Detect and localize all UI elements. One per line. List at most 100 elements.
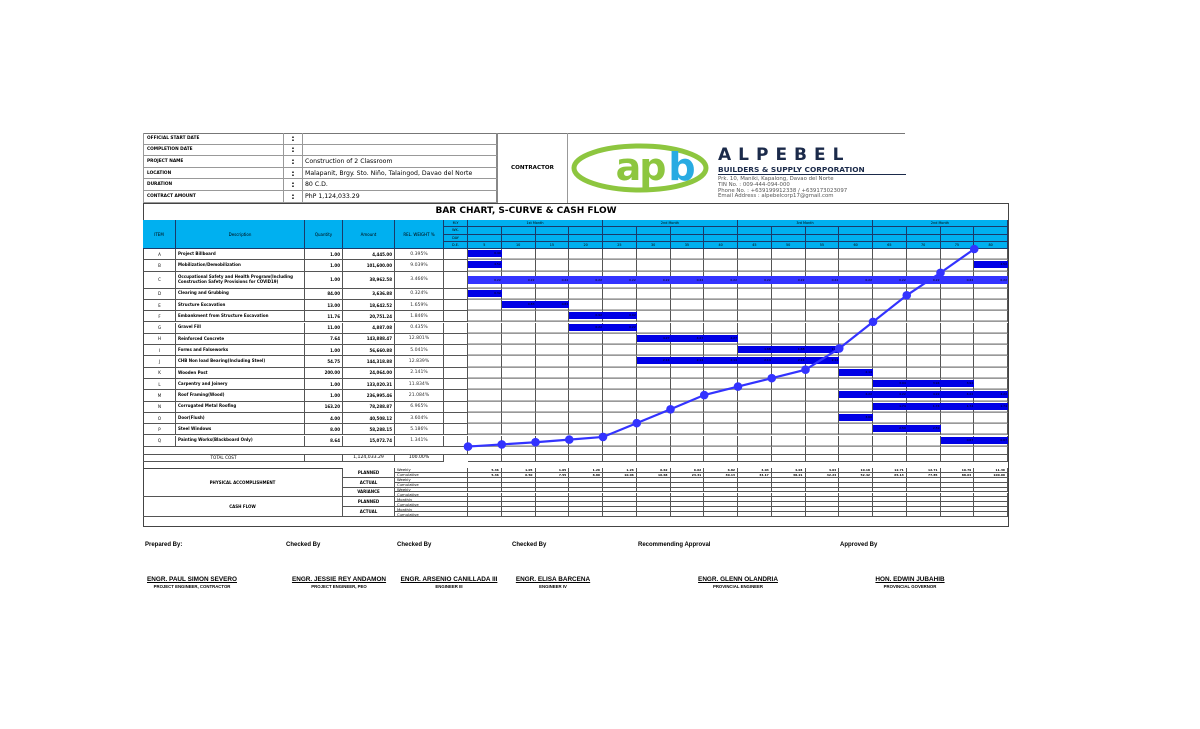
schedule-cell <box>535 288 570 300</box>
schedule-cell <box>670 446 705 455</box>
cash-flow-label: CASH FLOW <box>143 497 343 517</box>
schedule-cell <box>670 412 705 425</box>
accomplishment-cell <box>535 477 570 483</box>
item-quantity: 7.64 <box>305 333 343 346</box>
header-item: ITEM <box>143 220 176 249</box>
schedule-cell <box>873 299 907 312</box>
schedule-cell <box>906 412 941 425</box>
item-quantity: 1.00 <box>305 271 343 289</box>
schedule-cell <box>771 379 806 391</box>
planned-cumulative-value: 38.21 <box>771 472 806 478</box>
schedule-bar: 0.22 <box>603 323 637 331</box>
schedule-bar: 0.22 <box>839 275 873 284</box>
schedule-cell <box>805 446 840 455</box>
schedule-cell <box>771 412 806 425</box>
schedule-cell <box>535 333 570 346</box>
accomplishment-cell <box>603 507 637 513</box>
schedule-cell <box>906 322 941 334</box>
accomplishment-cell <box>805 512 840 517</box>
schedule-bar: 4.22 <box>839 391 873 399</box>
item-weight: 6.965% <box>395 401 444 413</box>
item-code: N <box>143 401 176 413</box>
schedule-cell <box>603 379 637 391</box>
accomplishment-cell <box>940 492 975 498</box>
schedule-cell <box>670 367 705 379</box>
accomplishment-cell <box>839 487 873 493</box>
schedule-cell <box>771 390 806 402</box>
schedule-cell <box>873 288 907 300</box>
schedule-cell <box>468 333 502 346</box>
schedule-cell <box>906 311 941 323</box>
accomplishment-cell <box>771 507 806 513</box>
item-amount: 101,600.00 <box>343 260 395 272</box>
accomplishment-cell <box>636 512 671 517</box>
header-day-cell <box>535 234 570 242</box>
schedule-bar: 1.74 <box>873 402 907 410</box>
schedule-cell <box>771 249 806 261</box>
schedule-cell <box>974 412 1008 425</box>
signatory-name: HON. EDWIN JUBAHIB <box>875 576 945 583</box>
schedule-bar: 0.22 <box>501 275 536 284</box>
schedule-cell <box>873 322 907 334</box>
schedule-cell <box>569 345 603 357</box>
planned-weekly-value: 11.36 <box>974 468 1008 473</box>
accomplishment-cell <box>738 507 772 513</box>
info-label: COMPLETION DATE <box>143 144 283 157</box>
header-week-cell <box>940 227 975 235</box>
planned-cumulative-value: 5.46 <box>468 472 502 478</box>
header-day-cell <box>873 234 907 242</box>
planned-cumulative-value: 65.13 <box>873 472 907 478</box>
schedule-cell <box>636 390 671 402</box>
schedule-cell <box>603 390 637 402</box>
header-week-cell <box>974 227 1008 235</box>
accomplishment-cell <box>906 477 941 483</box>
item-weight: 12.801% <box>395 333 444 346</box>
header-sub-label: D.E. <box>444 241 468 249</box>
header-week-cell <box>501 227 536 235</box>
item-quantity: 84.00 <box>305 288 343 300</box>
schedule-cell <box>468 390 502 402</box>
accomplishment-cell <box>704 492 738 498</box>
schedule-cell <box>535 322 570 334</box>
row-sub-label: Cumulative <box>395 512 468 517</box>
schedule-cell <box>906 454 941 462</box>
schedule-cell <box>906 446 941 455</box>
accomplishment-cell <box>501 507 536 513</box>
schedule-cell <box>974 249 1008 261</box>
header-week-cell <box>535 227 570 235</box>
schedule-cell <box>738 288 772 300</box>
header-day-number: 75 <box>940 241 975 249</box>
schedule-cell <box>704 390 738 402</box>
signatory-role: Recommending Approval <box>638 542 711 548</box>
schedule-bar: 3.94 <box>873 380 907 387</box>
accomplishment-cell <box>468 507 502 513</box>
info-label: OFFICIAL START DATE <box>143 133 283 145</box>
info-label: LOCATION <box>143 167 283 180</box>
item-weight: 1.659% <box>395 299 444 312</box>
schedule-cell <box>940 333 975 346</box>
schedule-bar: 3.94 <box>940 380 975 387</box>
planned-weekly-value: 6.82 <box>704 468 738 473</box>
schedule-cell <box>906 367 941 379</box>
schedule-cell <box>873 260 907 272</box>
header-sub-label: WK. <box>444 227 468 235</box>
schedule-cell <box>501 412 536 425</box>
item-weight: 5.186% <box>395 424 444 436</box>
schedule-cell <box>535 401 570 413</box>
schedule-cell <box>636 288 671 300</box>
schedule-cell <box>974 454 1008 462</box>
schedule-cell <box>738 322 772 334</box>
schedule-cell <box>974 322 1008 334</box>
schedule-cell <box>839 260 873 272</box>
planned-weekly-value: 1.26 <box>569 468 603 473</box>
physical-accomplishment-label: PHYSICAL ACCOMPLISHMENT <box>143 468 343 498</box>
schedule-cell <box>535 412 570 425</box>
schedule-cell <box>569 260 603 272</box>
schedule-cell <box>636 446 671 455</box>
header-amount: Amount <box>343 220 395 249</box>
header-month: 3rd Month <box>738 220 873 228</box>
accomplishment-cell <box>603 497 637 503</box>
header-day-cell <box>805 234 840 242</box>
schedule-cell <box>940 424 975 436</box>
accomplishment-cell <box>940 507 975 513</box>
